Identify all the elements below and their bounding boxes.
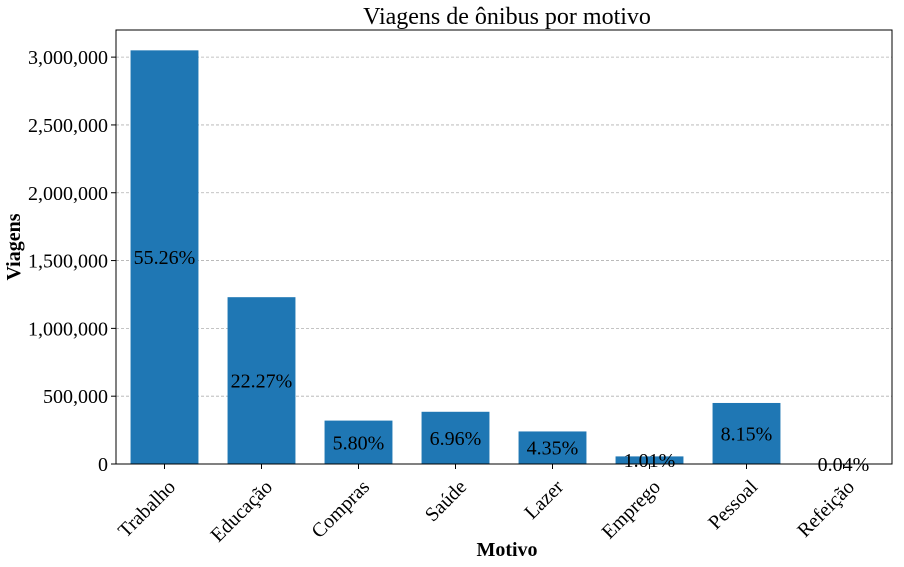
bar bbox=[712, 402, 781, 464]
bars bbox=[130, 50, 878, 464]
bar-value-label: 55.26% bbox=[134, 247, 196, 269]
x-tick-label: Emprego bbox=[598, 476, 665, 543]
x-axis-title: Motivo bbox=[476, 539, 537, 561]
y-tick-label: 2,000,000 bbox=[28, 183, 108, 205]
x-tick-label: Lazer bbox=[520, 476, 568, 524]
chart-title: Viagens de ônibus por motivo bbox=[363, 4, 651, 30]
y-tick-label: 500,000 bbox=[43, 386, 108, 408]
gridlines bbox=[116, 56, 892, 397]
data-labels: 55.26%22.27%5.80% 6.96% 4.35%1.01%8.15%0.0… bbox=[134, 247, 870, 476]
bar-value-label: 4.35% bbox=[527, 438, 579, 460]
y-tick-label: 1,000,000 bbox=[28, 318, 108, 340]
bar bbox=[615, 456, 684, 464]
x-tick-label: Saúde bbox=[421, 476, 471, 526]
bar-value-label: 1.01% bbox=[624, 450, 676, 472]
bar bbox=[227, 297, 296, 464]
bar-value-label: 22.27% bbox=[231, 371, 293, 393]
x-tick-label: Compras bbox=[307, 476, 374, 543]
y-tick-label: 1,500,000 bbox=[28, 251, 108, 273]
bar-value-label: 6.96% bbox=[430, 428, 482, 450]
bar bbox=[130, 50, 199, 464]
bar bbox=[421, 411, 490, 464]
x-tick-label: Refeição bbox=[793, 476, 859, 542]
x-tick-label: Educação bbox=[207, 476, 278, 547]
bar-value-label: 8.15% bbox=[721, 423, 773, 445]
y-tick-label: 2,500,000 bbox=[28, 115, 108, 137]
x-axis-ticks: Trabalho Educação Compras Saúde Lazer Emprego… bbox=[114, 464, 859, 547]
x-tick-label: Trabalho bbox=[114, 476, 180, 542]
x-tick-label: Pessoal bbox=[704, 476, 762, 534]
y-axis-ticks: 0 500,000 1,000,000 1,500,000 2,000,000 2,500… bbox=[28, 47, 116, 476]
y-tick-label: 0 bbox=[98, 454, 108, 476]
bar bbox=[518, 431, 587, 464]
bar-value-label: 5.80% bbox=[333, 432, 385, 454]
y-axis-title: Viagens bbox=[3, 213, 25, 280]
plot-frame bbox=[115, 29, 893, 465]
bar bbox=[324, 420, 393, 464]
y-tick-label: 3,000,000 bbox=[28, 47, 108, 69]
